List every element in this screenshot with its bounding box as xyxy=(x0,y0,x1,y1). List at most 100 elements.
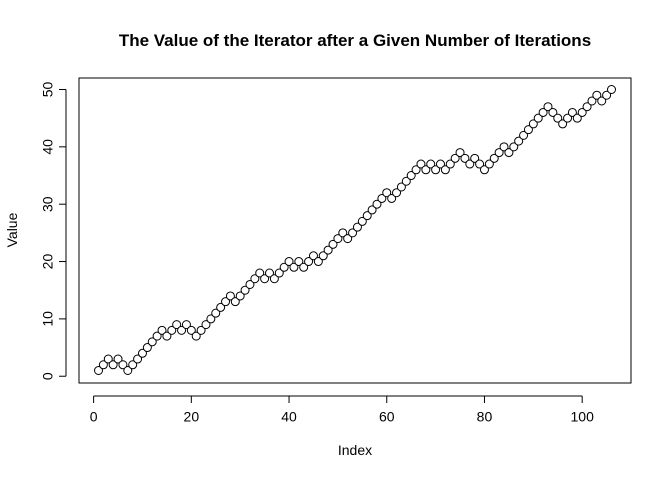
data-point xyxy=(216,302,226,312)
data-point xyxy=(206,314,216,324)
data-point xyxy=(172,320,182,330)
data-point xyxy=(450,153,460,163)
data-point xyxy=(352,222,362,232)
data-point xyxy=(328,239,338,249)
y-tick-label: 20 xyxy=(40,254,56,270)
y-axis: 0 10 20 30 40 50 xyxy=(40,82,67,380)
data-point xyxy=(265,268,274,278)
data-point xyxy=(98,360,108,370)
x-tick-label: 0 xyxy=(90,409,98,425)
data-point xyxy=(377,193,387,203)
data-point xyxy=(289,262,299,272)
data-point xyxy=(348,228,358,238)
data-point xyxy=(504,148,514,158)
data-point xyxy=(177,325,187,335)
data-point xyxy=(157,325,167,335)
plot-frame xyxy=(78,77,632,384)
data-point xyxy=(225,291,235,301)
data-point xyxy=(431,165,441,175)
data-point xyxy=(294,257,304,267)
data-point xyxy=(406,171,416,181)
data-point xyxy=(308,251,318,261)
data-point xyxy=(558,119,568,129)
data-point xyxy=(191,331,201,341)
x-tick-label: 80 xyxy=(477,409,493,425)
data-point xyxy=(436,159,445,169)
data-point xyxy=(475,159,485,169)
data-point xyxy=(338,228,348,238)
data-point xyxy=(128,360,138,370)
data-point xyxy=(284,257,294,267)
data-point xyxy=(250,274,260,284)
data-point xyxy=(602,90,612,100)
data-point xyxy=(255,268,265,278)
data-point xyxy=(426,159,436,169)
data-point xyxy=(245,279,255,289)
data-point xyxy=(279,262,289,272)
data-point xyxy=(362,211,372,221)
y-tick-label: 10 xyxy=(40,311,56,327)
x-tick-label: 60 xyxy=(379,409,395,425)
data-point xyxy=(548,107,558,117)
data-point xyxy=(421,165,431,175)
data-point xyxy=(123,366,133,375)
data-point xyxy=(235,291,245,301)
data-point xyxy=(313,257,323,267)
data-point xyxy=(162,331,172,341)
y-axis-label: Value xyxy=(4,212,20,247)
x-tick-label: 20 xyxy=(184,409,200,425)
data-point xyxy=(416,159,426,169)
data-point xyxy=(152,331,162,341)
data-point xyxy=(221,297,231,307)
data-point xyxy=(269,274,279,284)
data-point xyxy=(333,234,343,244)
data-point xyxy=(523,125,533,135)
data-point xyxy=(607,85,616,94)
data-point xyxy=(577,107,587,117)
data-point xyxy=(528,119,538,129)
data-point xyxy=(484,159,494,169)
data-point xyxy=(103,354,113,364)
data-point xyxy=(387,193,397,203)
data-point xyxy=(489,153,499,163)
data-point xyxy=(509,142,519,152)
data-point xyxy=(211,308,221,318)
x-axis: 0 20 40 60 80 100 xyxy=(90,395,595,425)
data-point xyxy=(597,96,607,106)
data-point xyxy=(299,262,309,272)
x-tick-label: 100 xyxy=(571,409,595,425)
data-point xyxy=(167,325,177,335)
data-point xyxy=(357,216,367,226)
data-point xyxy=(460,153,470,163)
data-point xyxy=(392,188,402,198)
data-point xyxy=(274,268,284,278)
data-point xyxy=(411,165,421,175)
data-point xyxy=(108,360,118,370)
data-point xyxy=(592,90,602,100)
data-point xyxy=(201,320,211,330)
data-point xyxy=(514,136,524,146)
data-point xyxy=(587,96,597,106)
data-point xyxy=(553,113,563,123)
data-point xyxy=(470,153,480,163)
data-point xyxy=(479,165,489,175)
data-point xyxy=(382,188,392,198)
data-point xyxy=(533,113,543,123)
data-point xyxy=(133,354,143,364)
data-point xyxy=(465,159,475,169)
data-point xyxy=(582,102,592,112)
data-points xyxy=(94,85,616,375)
data-point xyxy=(519,130,529,140)
x-tick-label: 40 xyxy=(281,409,297,425)
data-point xyxy=(455,148,465,158)
data-point xyxy=(137,348,147,358)
data-point xyxy=(118,360,128,370)
data-point xyxy=(323,245,333,255)
x-axis-label: Index xyxy=(338,442,372,458)
data-point xyxy=(343,234,353,244)
data-point xyxy=(445,159,455,169)
data-point xyxy=(318,251,328,261)
data-point xyxy=(538,107,548,117)
y-tick-label: 30 xyxy=(40,196,56,212)
data-point xyxy=(196,325,206,335)
